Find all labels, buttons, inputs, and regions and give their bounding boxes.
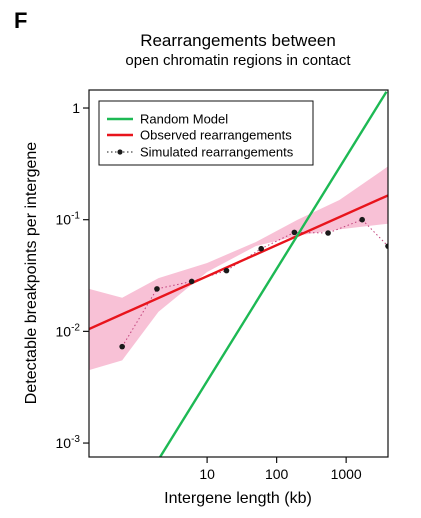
x-axis-label: Intergene length (kb) bbox=[164, 490, 312, 507]
panel-label: F bbox=[14, 8, 27, 33]
y-tick-label: 10-3 bbox=[56, 434, 81, 451]
legend-entry: Observed rearrangements bbox=[140, 128, 292, 143]
y-tick-label: 1 bbox=[72, 100, 80, 116]
x-tick-label: 10 bbox=[199, 466, 215, 482]
plot-frame bbox=[88, 89, 389, 458]
y-tick-label: 10-2 bbox=[56, 322, 81, 339]
y-axis: 1 10-1 10-2 10-3 bbox=[56, 100, 89, 451]
legend-entry: Random Model bbox=[140, 112, 228, 127]
simulated-point bbox=[325, 230, 331, 236]
simulated-point bbox=[385, 243, 388, 249]
legend-box bbox=[98, 100, 314, 166]
x-tick-label: 100 bbox=[265, 466, 289, 482]
simulated-point bbox=[188, 278, 195, 285]
observed-confidence-band bbox=[89, 166, 388, 371]
simulated-point bbox=[119, 343, 125, 350]
x-axis: 10 100 1000 bbox=[199, 457, 362, 482]
observed-series-line bbox=[89, 194, 388, 331]
simulated-point bbox=[154, 286, 160, 292]
legend-entry: Simulated rearrangements bbox=[140, 145, 294, 160]
chart-subtitle: open chromatin regions in contact bbox=[125, 52, 351, 69]
simulated-point bbox=[223, 267, 230, 274]
x-tick-label: 1000 bbox=[331, 466, 362, 482]
legend-swatch-point bbox=[117, 149, 123, 155]
simulated-point bbox=[291, 229, 298, 236]
simulated-point bbox=[258, 245, 265, 252]
chart-title: Rearrangements between bbox=[140, 31, 336, 50]
y-axis-label: Detectable breakpoints per intergene bbox=[23, 142, 40, 404]
simulated-point bbox=[359, 216, 365, 223]
plot-area bbox=[89, 91, 388, 457]
random-model-line bbox=[158, 91, 388, 457]
y-tick-label: 10-1 bbox=[56, 211, 81, 228]
